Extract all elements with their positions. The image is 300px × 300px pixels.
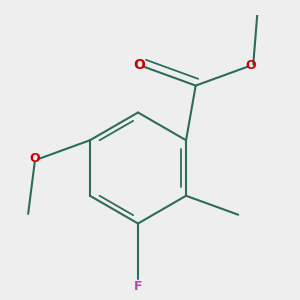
Text: F: F (134, 280, 142, 293)
Text: O: O (29, 152, 40, 165)
Text: O: O (133, 58, 145, 72)
Text: O: O (245, 58, 256, 72)
